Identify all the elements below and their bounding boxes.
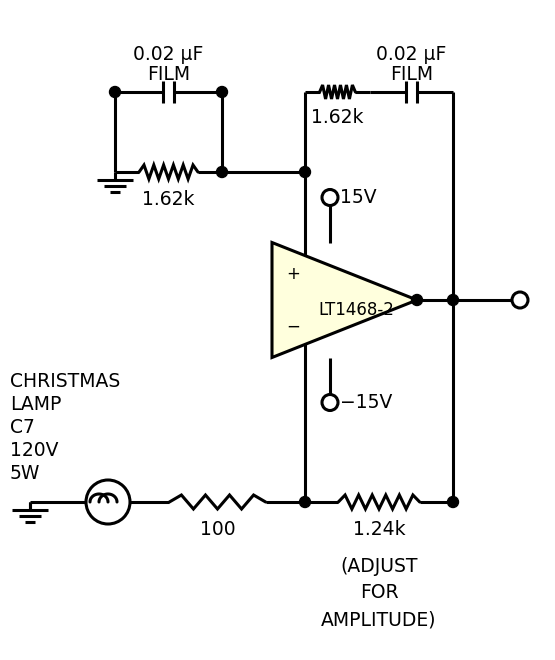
Text: 1.24k: 1.24k (352, 520, 405, 539)
Circle shape (216, 86, 228, 98)
Circle shape (447, 496, 458, 508)
Text: 0.02 μF: 0.02 μF (133, 45, 204, 64)
Text: FILM: FILM (390, 65, 433, 84)
Text: LT1468-2: LT1468-2 (319, 301, 395, 319)
Text: C7: C7 (10, 418, 35, 437)
Text: 15V: 15V (340, 188, 377, 207)
Text: FILM: FILM (147, 65, 190, 84)
Text: −15V: −15V (340, 393, 392, 412)
Text: 5W: 5W (10, 464, 41, 483)
Circle shape (447, 294, 458, 306)
Circle shape (109, 86, 120, 98)
Circle shape (411, 294, 422, 306)
Circle shape (322, 189, 338, 205)
Polygon shape (272, 242, 417, 358)
Circle shape (300, 166, 310, 178)
Text: 100: 100 (200, 520, 235, 539)
Text: +: + (286, 265, 300, 282)
Circle shape (512, 292, 528, 308)
Circle shape (216, 166, 228, 178)
Text: 1.62k: 1.62k (142, 190, 195, 209)
Text: CHRISTMAS: CHRISTMAS (10, 372, 120, 391)
Text: (ADJUST
FOR
AMPLITUDE): (ADJUST FOR AMPLITUDE) (321, 557, 437, 629)
Text: −: − (286, 317, 300, 335)
Circle shape (300, 496, 310, 508)
Text: 120V: 120V (10, 441, 58, 460)
Text: 1.62k: 1.62k (311, 108, 364, 127)
Circle shape (322, 395, 338, 411)
Text: LAMP: LAMP (10, 395, 62, 414)
Text: 0.02 μF: 0.02 μF (376, 45, 447, 64)
